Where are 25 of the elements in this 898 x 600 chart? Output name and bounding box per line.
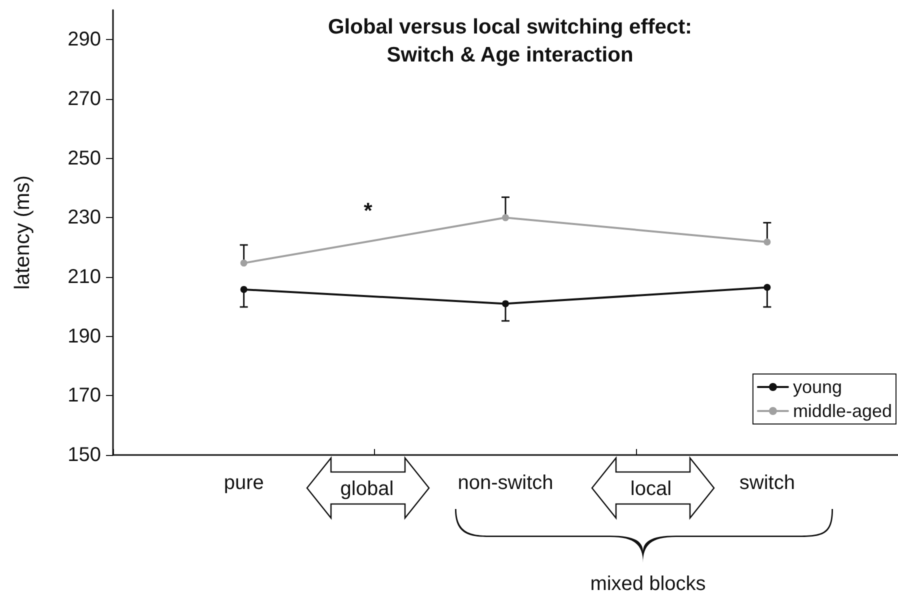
point <box>764 284 771 291</box>
y-tick-label: 290 <box>68 28 101 51</box>
text: Global versus local switching effect: Switch & Age interaction <box>328 16 692 66</box>
y-tick-label: 170 <box>68 384 101 407</box>
y-tick-label: 230 <box>68 206 101 229</box>
point <box>240 286 248 293</box>
point <box>240 260 248 267</box>
legend-label: middle-aged <box>792 401 892 421</box>
annotation: * <box>364 198 373 223</box>
y-tick-label: 150 <box>68 444 101 466</box>
point <box>502 300 509 308</box>
y-tick-label: 250 <box>68 147 101 170</box>
text: mixed blocks <box>590 573 706 595</box>
y-tick-label: 210 <box>68 266 101 288</box>
text: global <box>340 478 394 500</box>
x-tick-label: switch <box>739 472 795 494</box>
legend-label: young <box>792 377 842 397</box>
text: local <box>630 478 672 500</box>
y-tick-label: 190 <box>68 325 101 348</box>
y-tick-label: 270 <box>68 88 101 110</box>
x-tick-label: pure <box>224 472 264 494</box>
x-tick-label: non-switch <box>458 472 554 494</box>
point <box>764 238 771 246</box>
point <box>502 214 509 222</box>
y-axis-title: latency (ms) <box>11 175 34 290</box>
